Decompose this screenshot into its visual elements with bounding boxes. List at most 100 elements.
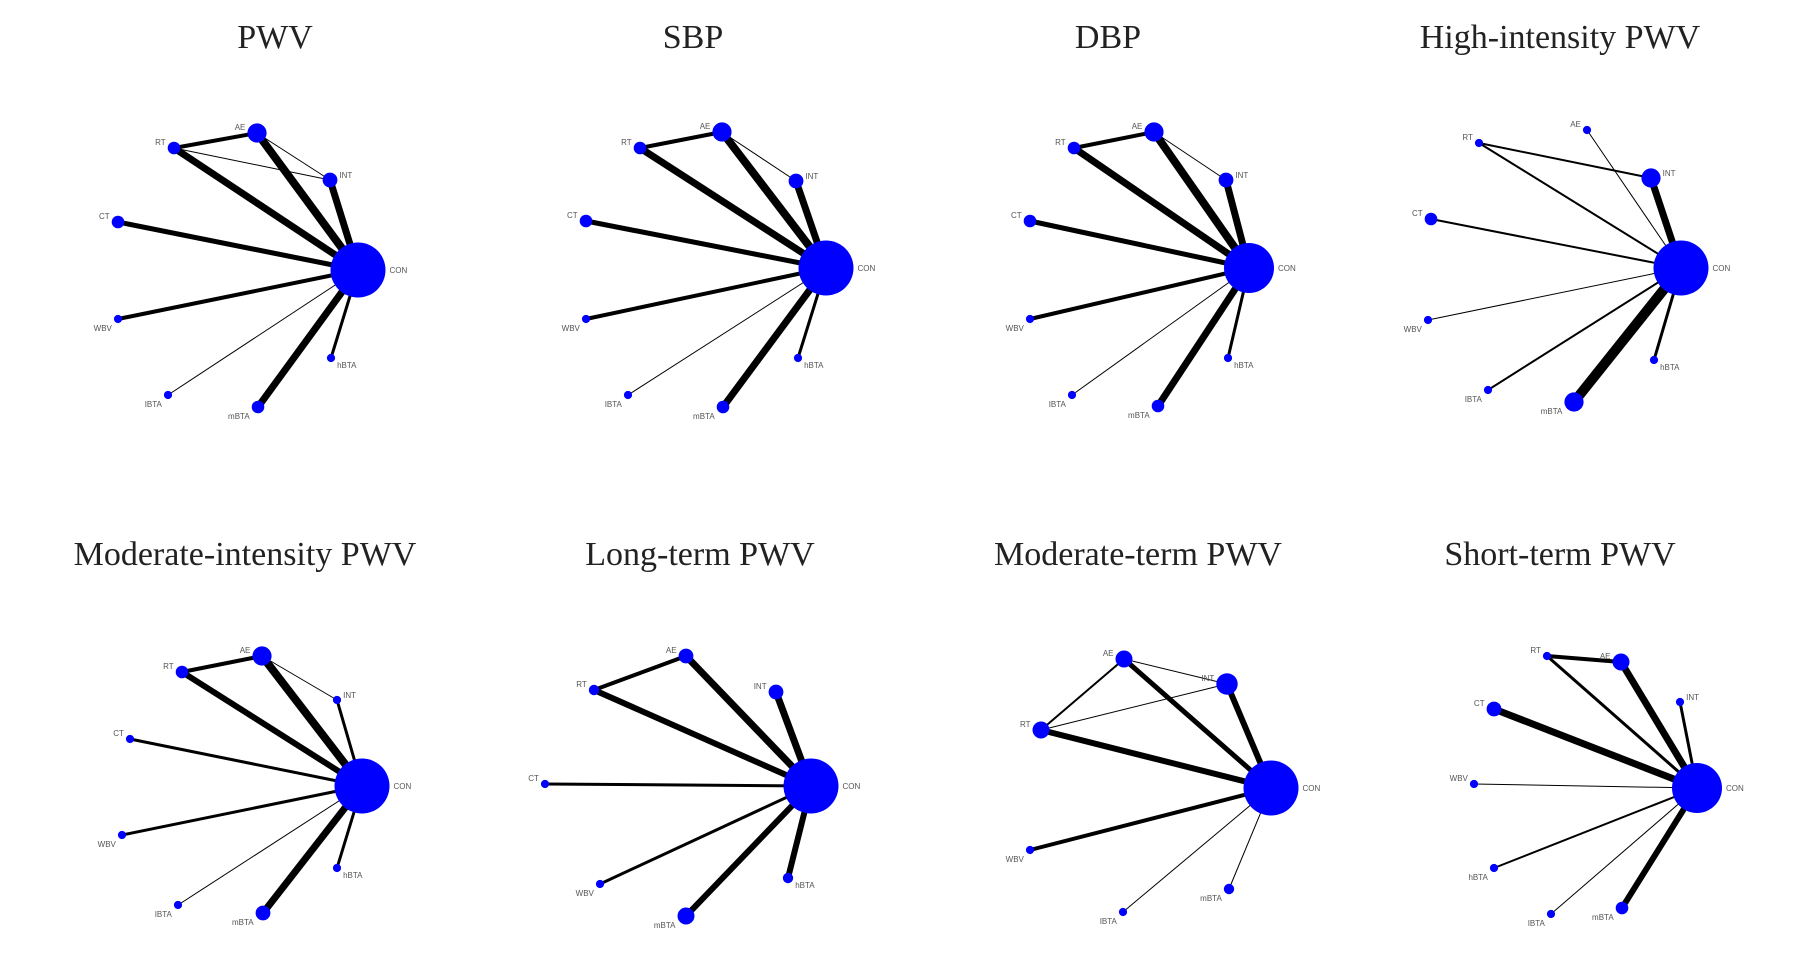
node-ibta: [173, 900, 183, 910]
node-label-hbta: hBTA: [1660, 363, 1680, 372]
node-label-wbv: WBV: [576, 889, 595, 898]
node-ae: [1582, 125, 1592, 135]
node-ibta: [1118, 907, 1128, 917]
edge-rt-con: [1070, 144, 1253, 272]
node-label-ae: AE: [1570, 120, 1581, 129]
node-label-con: CON: [1303, 784, 1321, 793]
node-layer: AE RT INT CT WBV IBTA mBTA hBTA CON: [1006, 122, 1296, 420]
edge-ct-con: [1430, 218, 1682, 269]
node-label-int: INT: [1201, 674, 1214, 683]
node-con: [783, 758, 839, 814]
node-label-ct: CT: [1412, 209, 1423, 218]
edge-layer: [1473, 654, 1701, 915]
node-label-rt: RT: [621, 138, 632, 147]
node-label-ct: CT: [528, 774, 539, 783]
node-wbv: [581, 314, 591, 324]
node-ct: [111, 215, 125, 229]
edge-ibta-con: [1487, 267, 1682, 391]
node-label-rt: RT: [1020, 720, 1031, 729]
panel-moderate-term-pwv: Moderate-term PWV AE INT RT WBV IBTA mBTA CON: [994, 536, 1320, 926]
node-wbv: [1423, 315, 1433, 325]
node-label-ibta: IBTA: [145, 400, 163, 409]
node-ibta: [1483, 385, 1493, 395]
node-rt: [588, 684, 600, 696]
node-rt: [1032, 721, 1050, 739]
node-label-mbta: mBTA: [1592, 913, 1614, 922]
edge-ibta-con: [177, 785, 363, 906]
edge-ae-con: [682, 652, 815, 790]
node-label-wbv: WBV: [1006, 855, 1025, 864]
edge-ct-con: [543, 782, 813, 788]
node-label-mbta: mBTA: [228, 412, 250, 421]
node-int: [788, 173, 804, 189]
node-label-wbv: WBV: [1450, 774, 1469, 783]
node-label-hbta: hBTA: [795, 881, 815, 890]
edge-ae-int: [1153, 131, 1227, 181]
edge-layer: [1027, 128, 1253, 410]
node-int: [332, 695, 342, 705]
node-ae: [252, 646, 272, 666]
edge-wbv-con: [1028, 266, 1251, 321]
edge-ae-con: [253, 129, 362, 274]
node-wbv: [1025, 314, 1035, 324]
panel-title: Moderate-term PWV: [994, 536, 1282, 573]
node-mbta: [1564, 392, 1584, 412]
edge-rt-ae: [1072, 130, 1156, 150]
edge-layer: [120, 652, 366, 917]
node-label-mbta: mBTA: [654, 921, 676, 930]
node-label-hbta: hBTA: [804, 361, 824, 370]
node-ae: [678, 648, 694, 664]
node-label-con: CON: [858, 264, 876, 273]
edge-rt-ae: [1040, 658, 1125, 731]
node-layer: AE RT INT CT WBV IBTA mBTA hBTA CON: [94, 123, 408, 421]
edge-rt-con: [591, 687, 814, 789]
node-hbta: [1223, 353, 1233, 363]
node-con: [1243, 760, 1299, 816]
node-hbta: [326, 353, 336, 363]
node-int: [1675, 697, 1685, 707]
edge-ae-con: [1586, 129, 1682, 269]
edge-rt-ae: [592, 654, 688, 692]
node-mbta: [716, 400, 730, 414]
node-ct: [1486, 701, 1502, 717]
panel-moderate-intensity-pwv: Moderate-intensity PWV AE RT INT CT WBV IBTA m…: [74, 536, 417, 927]
node-ibta: [1067, 390, 1077, 400]
node-label-int: INT: [805, 172, 818, 181]
edge-rt-con: [1478, 142, 1682, 269]
edge-mbta-con: [719, 264, 830, 411]
edge-ae-int: [261, 655, 338, 701]
node-label-hbta: hBTA: [1234, 361, 1254, 370]
node-layer: AE RT INT CT WBV mBTA hBTA CON: [528, 646, 860, 930]
node-label-rt: RT: [576, 680, 587, 689]
node-label-wbv: WBV: [94, 324, 113, 333]
node-int: [1216, 673, 1238, 695]
edge-mbta-con: [683, 783, 814, 919]
edge-wbv-con: [1028, 786, 1273, 852]
node-ae: [712, 122, 732, 142]
node-con: [1672, 763, 1722, 813]
node-label-hbta: hBTA: [1468, 873, 1488, 882]
node-label-mbta: mBTA: [232, 918, 254, 927]
node-hbta: [793, 353, 803, 363]
edge-ae-con: [1150, 128, 1253, 272]
node-label-ct: CT: [99, 212, 110, 221]
node-label-ibta: IBTA: [1049, 400, 1067, 409]
node-ibta: [1546, 909, 1556, 919]
node-int: [1218, 172, 1234, 188]
edge-ct-con: [1490, 705, 1701, 792]
edge-ibta-con: [1550, 787, 1698, 915]
node-mbta: [1151, 399, 1165, 413]
node-con: [1653, 240, 1709, 296]
node-label-ibta: IBTA: [1100, 917, 1118, 926]
node-label-mbta: mBTA: [1200, 894, 1222, 903]
node-hbta: [782, 872, 794, 884]
panel-title: SBP: [663, 19, 724, 56]
node-label-con: CON: [1278, 264, 1296, 273]
node-ct: [1424, 212, 1438, 226]
node-label-ae: AE: [240, 646, 251, 655]
node-layer: AE RT INT CT WBV IBTA mBTA hBTA CON: [1404, 120, 1731, 416]
node-label-ibta: IBTA: [1465, 395, 1483, 404]
edge-rt-con: [636, 144, 830, 272]
node-ct: [540, 779, 550, 789]
